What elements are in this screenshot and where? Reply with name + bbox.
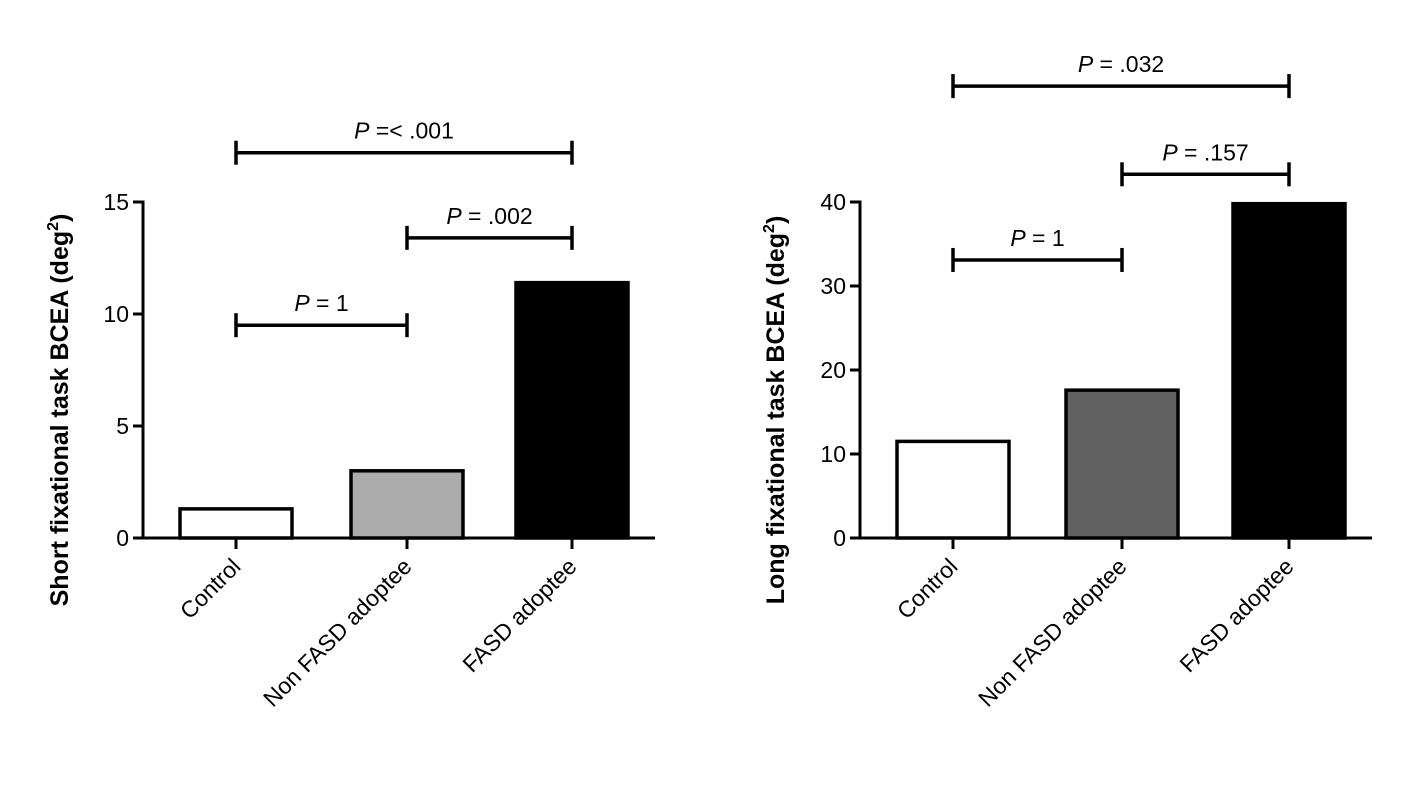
x-category-label: FASD adoptee — [457, 553, 581, 677]
y-axis-title: Long fixational task BCEA (deg2) — [761, 216, 790, 605]
y-tick-label: 20 — [820, 357, 846, 383]
chart-1: 0 5 10 15 Control Non FASD adoptee FASD adopte… — [45, 118, 655, 712]
p-symbol: P — [1010, 225, 1026, 251]
x-category-label: Non FASD adoptee — [973, 553, 1132, 712]
p-value: = 1 — [1026, 225, 1065, 251]
y-tick-label: 10 — [820, 441, 846, 467]
p-value-label: P = .032 — [1078, 51, 1164, 77]
p-symbol: P — [1078, 51, 1094, 77]
p-value: = .002 — [462, 203, 533, 229]
significance-bracket: P = .157 — [1120, 139, 1291, 187]
y-axis-title-text: Long fixational task BCEA — [762, 286, 790, 605]
y-tick-label: 0 — [833, 525, 846, 551]
significance-bracket: P = 1 — [234, 290, 409, 338]
y-axis-title-unit: (deg — [762, 233, 790, 286]
y-axis-title-close: ) — [46, 214, 74, 222]
p-value-label: P = 1 — [294, 290, 348, 316]
x-category-label: FASD adoptee — [1174, 553, 1298, 677]
x-category-label: Control — [175, 553, 246, 624]
significance-bracket: P = .032 — [951, 51, 1291, 99]
significance-bracket: P = .002 — [405, 203, 574, 250]
y-axis-title-text: Short fixational task BCEA — [46, 284, 74, 607]
p-value-label: P = .157 — [1162, 139, 1248, 165]
y-tick-label: 30 — [820, 273, 846, 299]
y-tick-label: 40 — [820, 189, 846, 215]
p-symbol: P — [446, 203, 462, 229]
p-value-label: P = 1 — [1010, 225, 1064, 251]
y-axis-title: Short fixational task BCEA (deg2) — [45, 214, 74, 607]
y-axis-title-sup: 2 — [761, 224, 778, 233]
p-value: =< .001 — [369, 118, 453, 144]
y-tick-label: 5 — [116, 413, 129, 439]
bar-2 — [349, 469, 465, 540]
p-symbol: P — [294, 290, 310, 316]
y-tick-label: 0 — [116, 525, 129, 551]
p-value-label: P = .002 — [446, 203, 532, 229]
bar-1 — [895, 439, 1011, 540]
chart-2: 0 10 20 30 40 Control Non FASD adoptee FASD ado… — [761, 51, 1372, 712]
p-value-label: P =< .001 — [354, 118, 454, 144]
bar-3 — [514, 280, 630, 540]
x-category-label: Control — [892, 553, 963, 624]
y-axis-title-unit: (deg — [46, 231, 74, 284]
p-symbol: P — [1162, 139, 1178, 165]
p-value: = 1 — [310, 290, 349, 316]
x-category-label: Non FASD adoptee — [258, 553, 417, 712]
p-value: = .157 — [1178, 139, 1249, 165]
bar-2 — [1064, 388, 1180, 540]
y-tick-label: 15 — [103, 189, 129, 215]
significance-bracket: P = 1 — [951, 225, 1124, 272]
bar-3 — [1231, 201, 1347, 540]
bar-1 — [178, 507, 294, 540]
y-axis-title-sup: 2 — [45, 222, 62, 231]
significance-bracket: P =< .001 — [234, 118, 574, 165]
y-axis-title-close: ) — [762, 216, 790, 224]
p-symbol: P — [354, 118, 370, 144]
y-tick-label: 10 — [103, 301, 129, 327]
p-value: = .032 — [1093, 51, 1164, 77]
